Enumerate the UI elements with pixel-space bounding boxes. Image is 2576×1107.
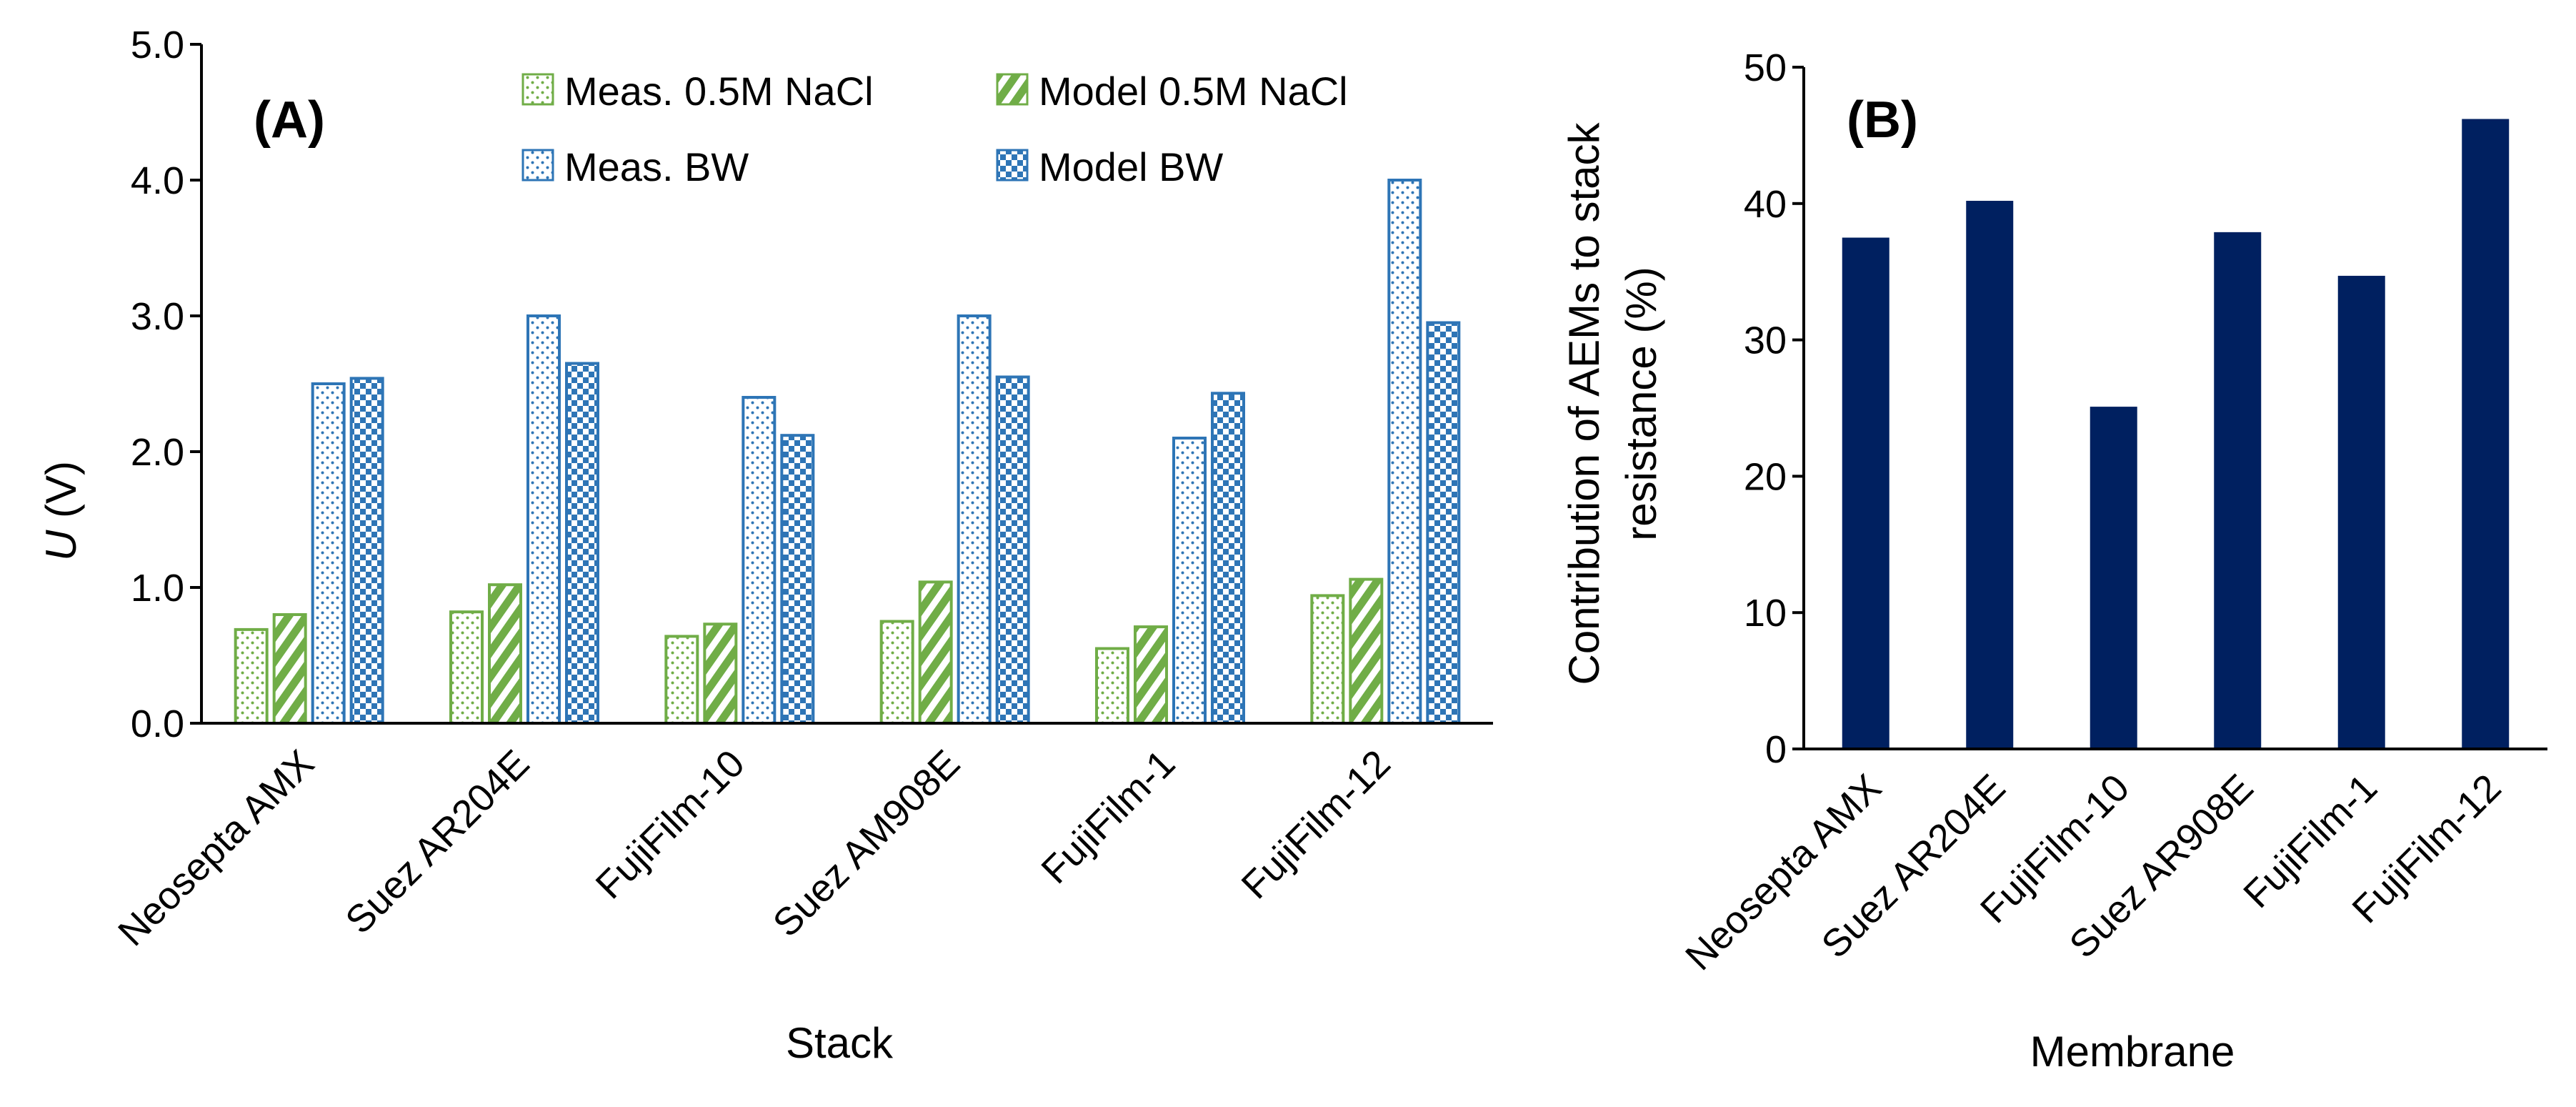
a-x-tick-label-neosepta-amx: Neosepta AMX xyxy=(110,742,322,954)
a-x-tick-label-suez-am908e: Suez AM908E xyxy=(765,742,968,945)
bar-meas-bw-suez-am908e xyxy=(957,314,992,725)
panel-a-y-axis-title-unit: (V) xyxy=(37,461,85,530)
bar-meas-0-5m-nacl-suez-ar204e xyxy=(449,610,484,725)
b-y-tick-label: 30 xyxy=(1744,319,1787,362)
a-y-tick-label: 5.0 xyxy=(131,24,184,66)
legend-item-model-bw: Model BW xyxy=(996,144,1223,189)
legend-swatch-meas-bw xyxy=(521,149,554,182)
a-x-tick-label-fujifilm-10: FujiFilm-10 xyxy=(588,742,753,907)
bar-model-bw-fujifilm-12 xyxy=(1426,321,1461,725)
bar-meas-0-5m-nacl-suez-am908e xyxy=(879,620,914,725)
legend-item-meas-bw: Meas. BW xyxy=(521,144,749,189)
a-x-tick-label-fujifilm-1: FujiFilm-1 xyxy=(1033,742,1183,892)
bar-model-0-5m-nacl-fujifilm-12 xyxy=(1349,577,1384,725)
legend-label-model-nacl: Model 0.5M NaCl xyxy=(1039,69,1348,114)
bar-model-0-5m-nacl-suez-am908e xyxy=(918,580,953,725)
panel-a-chart: 0.0 1.0 2.0 3.0 4.0 5.0 Neosepta AMX Suez AR20… xyxy=(37,24,1493,1067)
a-y-tick-label: 4.0 xyxy=(131,159,184,202)
bar-contribution-of-aems-suez-ar204e xyxy=(1966,200,2014,749)
panel-b-y-ticks: 0 10 20 30 40 50 xyxy=(1744,46,1804,771)
a-y-tick-label: 2.0 xyxy=(131,431,184,474)
bar-model-bw-suez-ar204e xyxy=(565,362,599,725)
a-y-tick-label: 3.0 xyxy=(131,295,184,338)
b-y-tick-label: 0 xyxy=(1765,728,1787,771)
legend-swatch-model-nacl xyxy=(996,73,1029,106)
panel-a-legend: Meas. 0.5M NaCl Model 0.5M NaCl Meas. BW… xyxy=(521,69,1348,189)
legend-label-meas-bw: Meas. BW xyxy=(564,144,749,189)
panel-a-y-ticks: 0.0 1.0 2.0 3.0 4.0 5.0 xyxy=(131,24,201,745)
bar-meas-0-5m-nacl-neosepta-amx xyxy=(234,627,269,725)
bar-model-bw-neosepta-amx xyxy=(349,377,384,725)
b-y-tick-label: 10 xyxy=(1744,592,1787,635)
legend-item-model-nacl: Model 0.5M NaCl xyxy=(996,69,1348,114)
legend-swatch-model-bw xyxy=(996,149,1029,182)
bar-meas-bw-suez-ar204e xyxy=(526,314,561,725)
bar-model-0-5m-nacl-fujifilm-10 xyxy=(703,622,738,725)
bar-contribution-of-aems-fujifilm-1 xyxy=(2337,275,2385,749)
a-x-tick-label-suez-ar204e: Suez AR204E xyxy=(337,742,537,942)
bar-contribution-of-aems-fujifilm-10 xyxy=(2090,407,2137,749)
legend-item-meas-nacl: Meas. 0.5M NaCl xyxy=(521,69,874,114)
a-y-tick-label: 0.0 xyxy=(131,703,184,745)
bar-meas-0-5m-nacl-fujifilm-1 xyxy=(1095,647,1129,725)
panel-b-y-axis-title-line-2: resistance (%) xyxy=(1617,267,1665,540)
bar-model-0-5m-nacl-fujifilm-1 xyxy=(1134,625,1168,725)
b-y-tick-label: 50 xyxy=(1744,46,1787,89)
b-y-tick-label: 40 xyxy=(1744,183,1787,226)
bar-model-0-5m-nacl-suez-ar204e xyxy=(488,583,522,725)
bar-contribution-of-aems-suez-ar908e xyxy=(2214,232,2262,749)
panel-a-bars xyxy=(234,179,1461,725)
panel-b-x-axis-title: Membrane xyxy=(2030,1028,2235,1076)
legend-label-model-bw: Model BW xyxy=(1039,144,1223,189)
bar-meas-0-5m-nacl-fujifilm-12 xyxy=(1310,594,1345,725)
a-y-tick-label: 1.0 xyxy=(131,567,184,610)
panel-a-y-axis-title-symbol: U xyxy=(37,530,85,561)
bar-contribution-of-aems-neosepta-amx xyxy=(1842,237,1889,749)
legend-label-meas-nacl: Meas. 0.5M NaCl xyxy=(564,69,874,114)
panel-a-y-axis-title: U (V) xyxy=(37,461,85,561)
panel-b-bars xyxy=(1842,119,2510,749)
panel-b-label: (B) xyxy=(1847,91,1918,149)
bar-meas-bw-neosepta-amx xyxy=(311,382,346,725)
panel-a-label: (A) xyxy=(254,91,325,149)
legend-swatch-meas-nacl xyxy=(521,73,554,106)
bar-model-bw-suez-am908e xyxy=(995,375,1030,725)
bar-meas-0-5m-nacl-fujifilm-10 xyxy=(664,635,699,725)
bar-model-bw-fujifilm-10 xyxy=(780,434,815,725)
panel-a-x-ticks: Neosepta AMX Suez AR204E FujiFilm-10 Suez A… xyxy=(110,742,1399,954)
panel-b-y-axis-title-line-1: Contribution of AEMs to stack xyxy=(1560,121,1608,685)
b-y-tick-label: 20 xyxy=(1744,455,1787,498)
bar-contribution-of-aems-fujifilm-12 xyxy=(2462,119,2510,749)
bar-model-bw-fujifilm-1 xyxy=(1211,392,1245,725)
panel-a-x-axis-title: Stack xyxy=(786,1019,894,1067)
bar-meas-bw-fujifilm-12 xyxy=(1387,179,1422,725)
bar-meas-bw-fujifilm-10 xyxy=(742,396,777,725)
bar-meas-bw-fujifilm-1 xyxy=(1172,437,1207,725)
bar-model-0-5m-nacl-neosepta-amx xyxy=(272,613,307,725)
a-x-tick-label-fujifilm-12: FujiFilm-12 xyxy=(1234,742,1399,907)
